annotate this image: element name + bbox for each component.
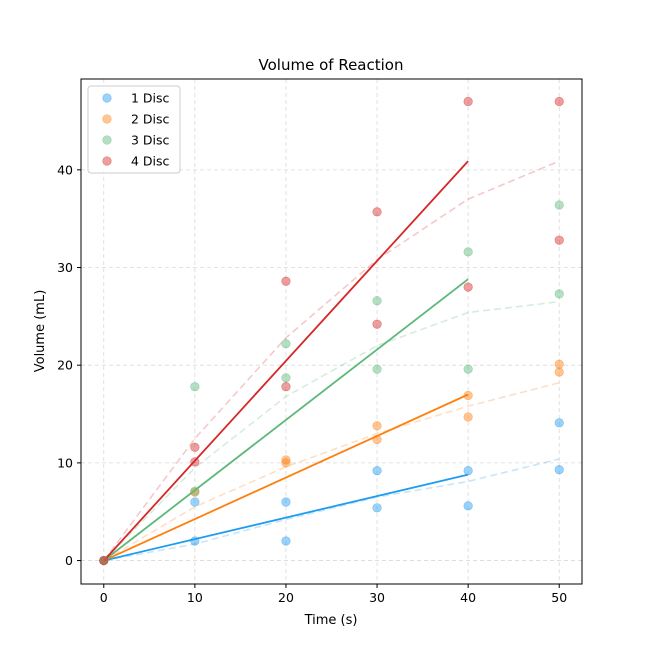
x-tick-label: 30 xyxy=(369,590,385,605)
data-point xyxy=(281,276,291,286)
axes-frame xyxy=(80,78,583,585)
data-point xyxy=(190,497,200,507)
trend-line xyxy=(103,300,560,562)
legend-marker xyxy=(102,114,112,124)
trend-line xyxy=(103,458,560,562)
legend-label: 4 Disc xyxy=(131,154,170,169)
data-point xyxy=(554,96,564,107)
fit-line xyxy=(103,160,469,562)
x-tick-label: 20 xyxy=(278,590,294,605)
data-point xyxy=(281,458,291,468)
y-tick-label: 30 xyxy=(57,260,73,275)
legend-marker xyxy=(102,93,112,103)
data-point xyxy=(372,296,382,306)
x-tick-label: 50 xyxy=(551,590,567,605)
legend-label: 1 Disc xyxy=(131,91,170,106)
y-axis-title: Volume (mL) xyxy=(33,290,48,373)
data-point xyxy=(372,319,382,329)
data-point xyxy=(463,282,473,292)
y-tick-label: 20 xyxy=(57,358,73,373)
x-tick-label: 40 xyxy=(460,590,476,605)
y-tick-label: 10 xyxy=(57,455,73,470)
fit-line xyxy=(103,393,469,562)
x-axis-title: Time (s) xyxy=(304,613,358,628)
legend: 1 Disc 2 Disc 3 Disc 4 Disc xyxy=(87,85,181,174)
plot-area: 0 10 20 30 40 50 0 10 20 30 40 1 Disc 2 Disc 3 Disc 4 … xyxy=(57,78,583,605)
y-tick-label: 40 xyxy=(57,162,73,177)
fit-line xyxy=(103,278,469,562)
data-point xyxy=(372,207,382,217)
legend-box xyxy=(87,85,181,174)
data-point xyxy=(190,382,200,392)
data-point xyxy=(463,501,473,511)
data-point xyxy=(190,442,200,452)
data-point xyxy=(372,503,382,513)
data-point xyxy=(554,418,564,428)
legend-marker xyxy=(102,135,112,145)
data-point xyxy=(281,455,291,465)
data-point xyxy=(554,235,564,245)
data-point xyxy=(463,96,473,107)
data-point xyxy=(372,466,382,476)
data-point xyxy=(99,555,109,566)
data-point xyxy=(554,367,564,377)
trend-line xyxy=(103,160,560,562)
data-point xyxy=(463,247,473,257)
data-point xyxy=(554,200,564,210)
data-point xyxy=(281,373,291,383)
data-point xyxy=(372,421,382,431)
data-point xyxy=(463,412,473,422)
x-tick-label: 10 xyxy=(187,590,203,605)
data-point xyxy=(281,382,291,392)
data-point xyxy=(463,390,473,401)
fit-line xyxy=(103,473,469,562)
trend-line xyxy=(103,382,560,562)
data-point xyxy=(554,465,564,475)
data-point xyxy=(281,339,291,349)
y-tick-label: 0 xyxy=(65,553,73,568)
data-point xyxy=(372,434,382,445)
data-point xyxy=(281,536,291,546)
data-point xyxy=(281,497,291,507)
legend-label: 3 Disc xyxy=(131,133,170,148)
data-point xyxy=(463,364,473,374)
legend-marker xyxy=(102,156,112,166)
data-point xyxy=(190,536,200,546)
legend-label: 2 Disc xyxy=(131,112,170,127)
data-point xyxy=(554,289,564,299)
data-point xyxy=(372,364,382,374)
x-tick-label: 0 xyxy=(100,590,108,605)
data-point xyxy=(463,466,473,476)
data-point xyxy=(554,359,564,369)
chart-title: Volume of Reaction xyxy=(259,56,404,74)
data-point xyxy=(190,486,200,496)
data-point xyxy=(190,457,200,467)
